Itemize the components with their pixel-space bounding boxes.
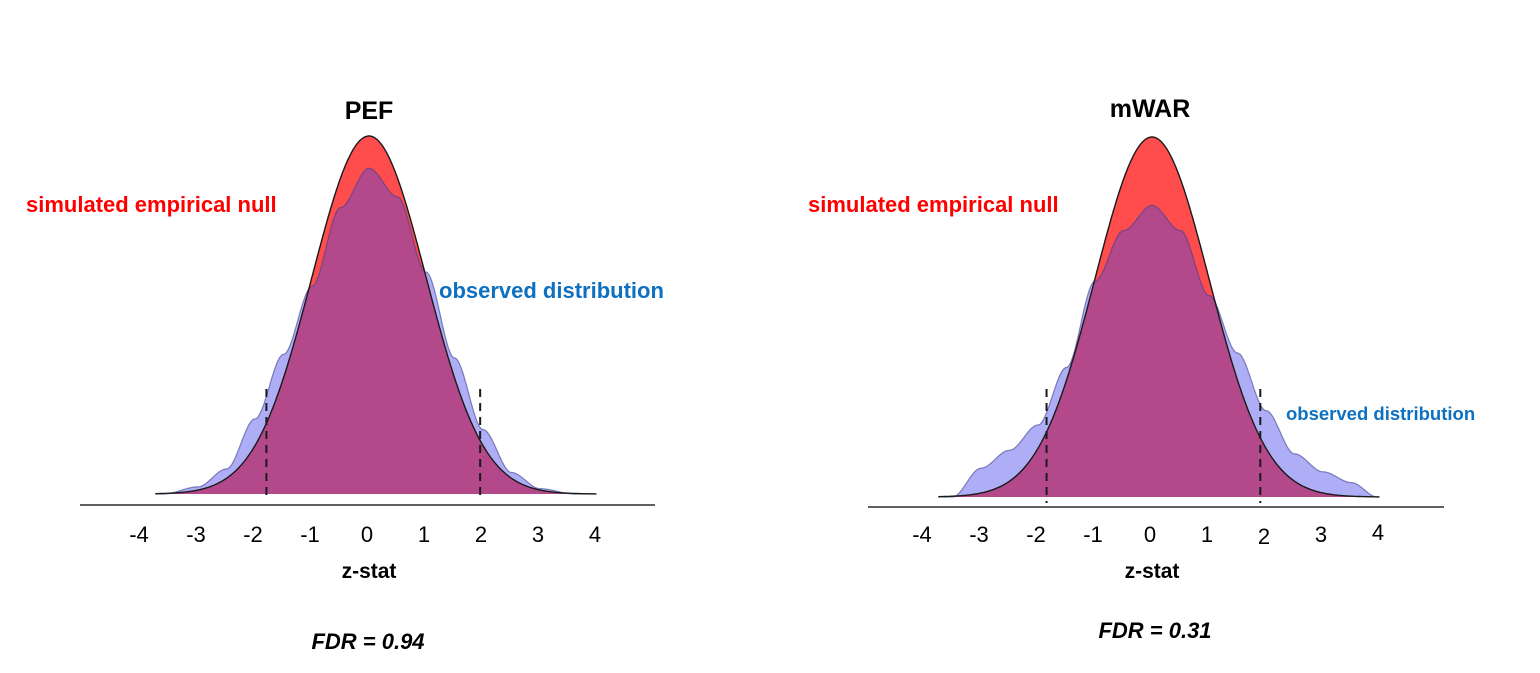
observed-label: observed distribution bbox=[439, 278, 664, 303]
x-tick-label: -1 bbox=[300, 522, 320, 547]
x-tick-label: 3 bbox=[1315, 522, 1327, 547]
x-tick-label: 4 bbox=[589, 522, 601, 547]
x-tick-label: 2 bbox=[475, 522, 487, 547]
overlap-area bbox=[155, 168, 598, 495]
x-tick-label: -4 bbox=[129, 522, 149, 547]
x-axis-label: z-stat bbox=[1125, 560, 1180, 583]
x-tick-labels: -4 -3 -2 -1 0 1 2 3 4 bbox=[912, 520, 1384, 549]
null-distribution-line bbox=[938, 136, 1380, 498]
x-tick-label: 2 bbox=[1258, 524, 1270, 549]
x-tick-label: 1 bbox=[1201, 522, 1213, 547]
x-tick-label: -1 bbox=[1083, 522, 1103, 547]
x-tick-labels: -4 -3 -2 -1 0 1 2 3 4 bbox=[129, 522, 601, 547]
density-areas bbox=[938, 136, 1380, 498]
x-tick-label: 0 bbox=[1144, 522, 1156, 547]
x-tick-label: 4 bbox=[1372, 520, 1384, 545]
x-tick-label: 3 bbox=[532, 522, 544, 547]
null-label: simulated empirical null bbox=[808, 192, 1059, 217]
observed-distribution-line bbox=[938, 204, 1380, 498]
fdr-annotation: FDR = 0.31 bbox=[1098, 618, 1211, 643]
x-tick-label: -3 bbox=[186, 522, 206, 547]
null-label: simulated empirical null bbox=[26, 192, 277, 217]
overlap-area bbox=[938, 205, 1380, 497]
panel-pef: PEF -4 -3 -2 -1 0 1 2 3 4 z-stat simulated empir… bbox=[26, 97, 664, 654]
chart-title: PEF bbox=[345, 97, 394, 125]
chart-title: mWAR bbox=[1110, 95, 1191, 123]
null-distribution-line bbox=[155, 135, 597, 495]
x-tick-label: -3 bbox=[969, 522, 989, 547]
x-axis-label: z-stat bbox=[342, 560, 397, 583]
observed-label: observed distribution bbox=[1286, 403, 1475, 424]
panel-mwar: mWAR -4 -3 -2 -1 0 1 2 3 4 z-stat simulated empi… bbox=[808, 95, 1475, 643]
x-tick-label: 1 bbox=[418, 522, 430, 547]
observed-distribution-line bbox=[155, 167, 597, 495]
fdr-annotation: FDR = 0.94 bbox=[311, 629, 424, 654]
threshold-lines bbox=[265, 389, 482, 500]
x-tick-label: -2 bbox=[243, 522, 263, 547]
x-tick-label: 0 bbox=[361, 522, 373, 547]
density-areas bbox=[155, 135, 598, 495]
threshold-lines bbox=[1045, 389, 1262, 503]
x-tick-label: -2 bbox=[1026, 522, 1046, 547]
x-tick-label: -4 bbox=[912, 522, 932, 547]
